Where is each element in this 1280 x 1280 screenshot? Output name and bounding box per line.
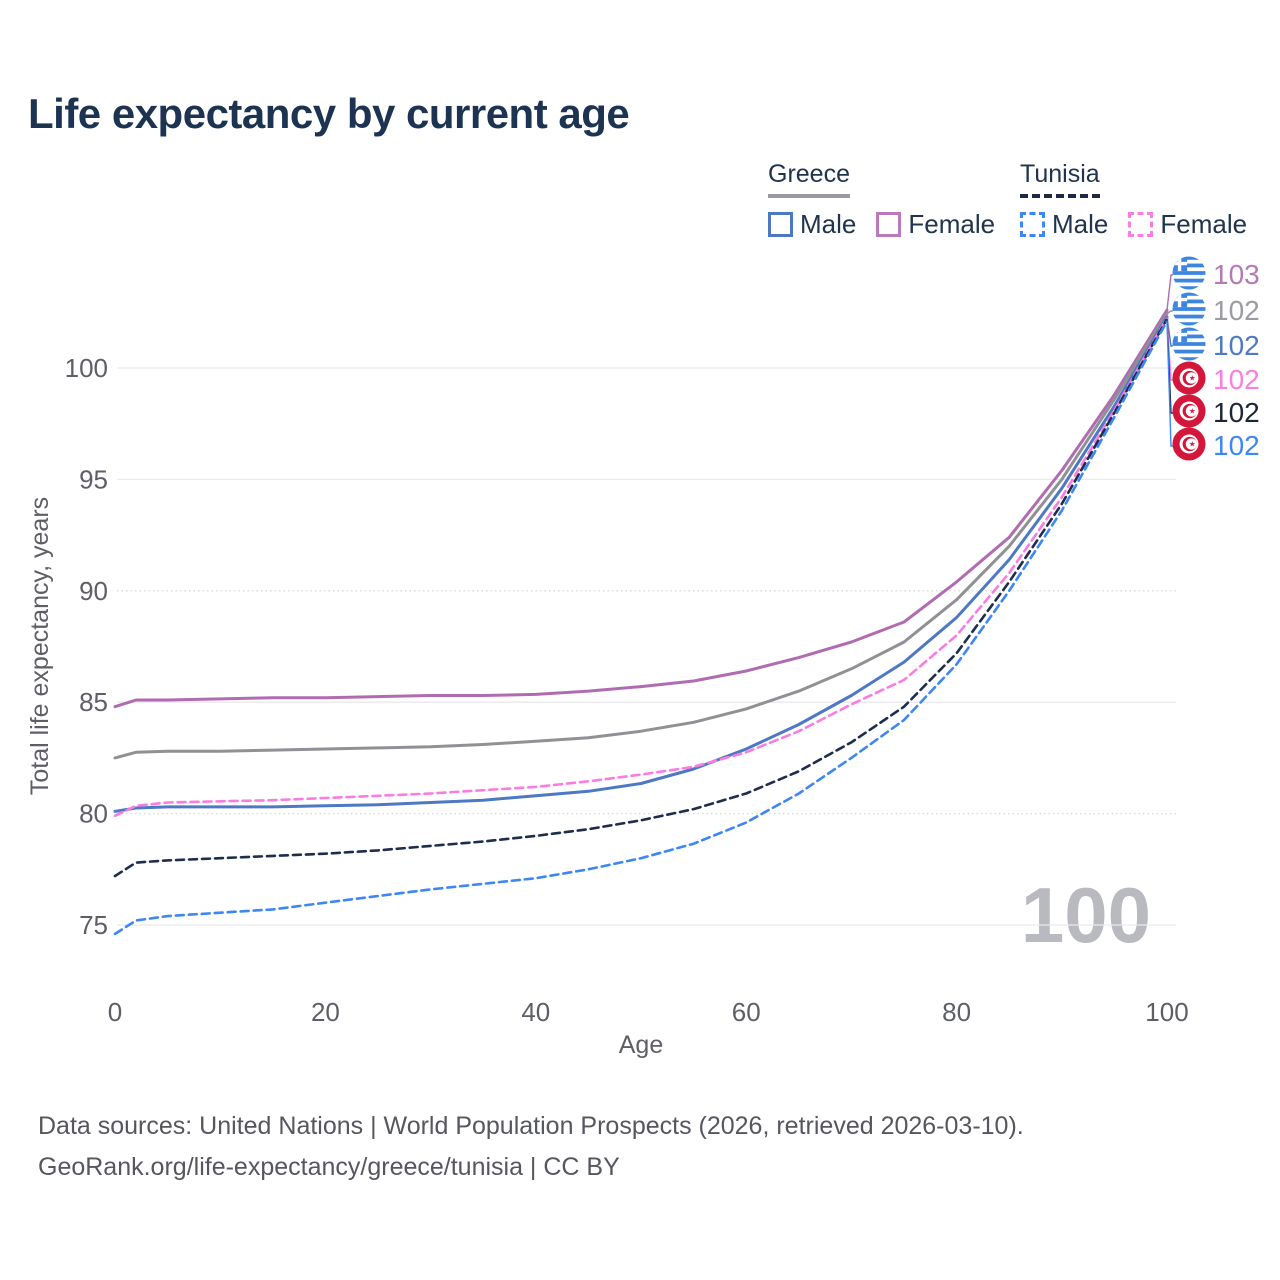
tunisia-male-swatch-icon	[1020, 212, 1045, 237]
greece-male-swatch-icon	[768, 212, 793, 237]
y-axis-title: Total life expectancy, years	[26, 497, 54, 795]
tunisia-flag-svg: ★	[1172, 360, 1206, 395]
x-tick-label-0: 0	[108, 997, 122, 1027]
tunisia-flag-icon: ★	[1172, 360, 1206, 400]
x-tick-label-40: 40	[521, 997, 550, 1027]
legend-items-tunisia: Male Female	[1020, 209, 1247, 240]
y-tick-label-90: 90	[79, 576, 108, 606]
greece-flag-svg	[1172, 291, 1206, 326]
y-tick-label-85: 85	[79, 687, 108, 717]
legend-item-tunisia-male[interactable]: Male	[1020, 209, 1108, 240]
series-line-greece-male	[113, 315, 1169, 813]
svg-text:★: ★	[1189, 406, 1196, 415]
svg-text:★: ★	[1189, 439, 1196, 448]
end-label-row: 103	[1172, 255, 1260, 295]
end-label-row: ★ 102	[1172, 393, 1260, 433]
x-tick-label-60: 60	[732, 997, 761, 1027]
end-label-row: 102	[1172, 291, 1260, 331]
tunisia-flag-svg: ★	[1172, 393, 1206, 428]
x-tick-label-80: 80	[942, 997, 971, 1027]
end-label-value: 102	[1213, 295, 1260, 326]
legend-label-male: Male	[800, 209, 857, 239]
series-line-tunisia-male	[113, 319, 1169, 936]
end-label-row: ★ 102	[1172, 426, 1260, 466]
legend-group-greece: Greece Male Female	[768, 160, 995, 240]
footer: Data sources: United Nations | World Pop…	[38, 1106, 1024, 1187]
x-axis-title: Age	[619, 1031, 663, 1059]
page-title: Life expectancy by current age	[28, 90, 630, 137]
end-label-value: 102	[1213, 430, 1260, 461]
footer-attribution: GeoRank.org/life-expectancy/greece/tunis…	[38, 1152, 620, 1181]
end-label-value: 102	[1213, 364, 1260, 395]
legend-label-female: Female	[908, 209, 996, 239]
legend-header-tunisia: Tunisia	[1020, 160, 1100, 198]
series-line-greece-female	[113, 308, 1169, 709]
greece-flag-svg	[1172, 255, 1206, 290]
end-label-row: ★ 102	[1172, 360, 1260, 400]
y-tick-label-80: 80	[79, 799, 108, 829]
tunisia-flag-svg: ★	[1172, 426, 1206, 461]
y-tick-label-95: 95	[79, 464, 108, 494]
legend-items-greece: Male Female	[768, 209, 995, 240]
end-label-value: 102	[1213, 330, 1260, 361]
series-line-tunisia-both	[113, 317, 1169, 878]
legend-group-tunisia: Tunisia Male Female	[1020, 160, 1247, 240]
legend-label-female: Female	[1160, 209, 1248, 239]
legend-item-greece-male[interactable]: Male	[768, 209, 856, 240]
footer-data-sources: Data sources: United Nations | World Pop…	[38, 1112, 1024, 1140]
series-line-greece-both	[113, 311, 1169, 760]
series-line-tunisia-female	[113, 316, 1169, 818]
legend-header-greece: Greece	[768, 160, 850, 198]
tunisia-flag-icon: ★	[1172, 393, 1206, 433]
x-tick-label-100: 100	[1145, 997, 1188, 1027]
greece-flag-icon	[1172, 291, 1206, 331]
legend-label-male: Male	[1052, 209, 1109, 239]
tunisia-flag-icon: ★	[1172, 426, 1206, 466]
watermark-value: 100	[1021, 871, 1151, 959]
legend-item-tunisia-female[interactable]: Female	[1128, 209, 1247, 240]
end-label-row: 102	[1172, 326, 1260, 366]
y-tick-label-100: 100	[65, 353, 108, 383]
greece-flag-icon	[1172, 326, 1206, 366]
end-label-value: 103	[1213, 259, 1260, 290]
legend-item-greece-female[interactable]: Female	[876, 209, 995, 240]
greece-female-swatch-icon	[876, 212, 902, 237]
greece-flag-svg	[1172, 326, 1206, 361]
tunisia-female-swatch-icon	[1128, 212, 1154, 237]
end-label-value: 102	[1213, 397, 1260, 428]
svg-text:★: ★	[1189, 373, 1196, 382]
y-tick-label-75: 75	[79, 910, 108, 940]
x-tick-label-20: 20	[311, 997, 340, 1027]
greece-flag-icon	[1172, 255, 1206, 295]
